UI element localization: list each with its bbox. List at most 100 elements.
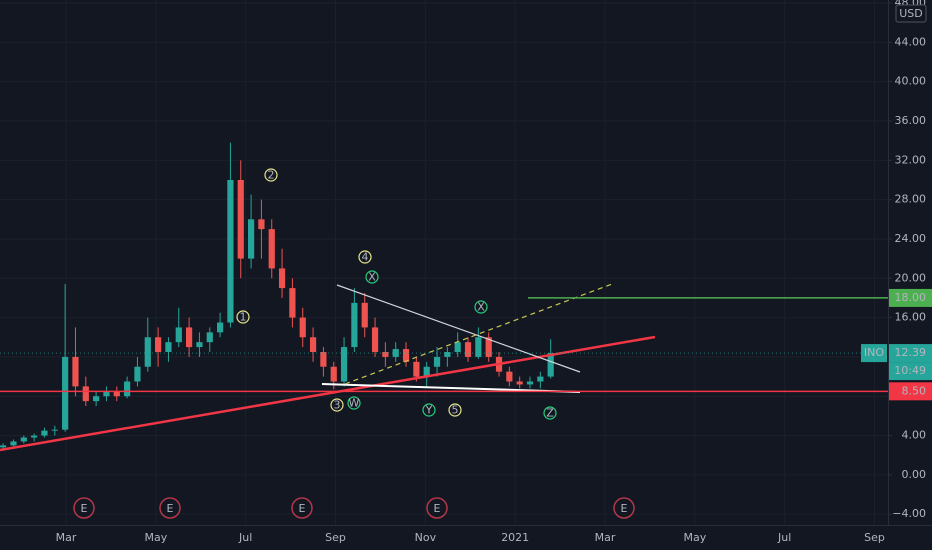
wave-label: X xyxy=(477,301,485,314)
candle-body xyxy=(72,356,79,387)
timer-tag xyxy=(889,362,932,381)
candle-body xyxy=(433,356,441,367)
wave-circle xyxy=(236,310,250,324)
candle-body xyxy=(185,327,193,348)
candle-body xyxy=(454,342,461,352)
y-tick-label: 44.00 xyxy=(895,35,927,48)
x-tick-label: 2021 xyxy=(501,531,529,544)
wave-label: Y xyxy=(425,404,433,417)
price-tag xyxy=(889,288,932,307)
candle-body xyxy=(278,268,286,289)
candle-body xyxy=(330,366,337,382)
price-tag-label: 12.39 xyxy=(895,346,927,359)
x-tick-label: Sep xyxy=(325,531,346,544)
candle-body xyxy=(382,351,389,357)
candle-body xyxy=(93,396,100,402)
candle-body xyxy=(113,391,120,397)
candle-body xyxy=(155,337,162,352)
wave-label: 2 xyxy=(268,169,275,182)
timer-label: 10:49 xyxy=(894,364,926,377)
symbol-label: INO xyxy=(864,346,884,359)
candle-body xyxy=(361,302,368,328)
candle-body xyxy=(10,441,17,446)
x-tick-label: May xyxy=(144,531,167,544)
y-tick-label: −4.00 xyxy=(892,507,926,520)
x-tick-label: May xyxy=(683,531,706,544)
wave-circle xyxy=(543,406,557,420)
wave-circle xyxy=(474,300,488,314)
candle-body xyxy=(413,361,420,377)
candle-body xyxy=(444,351,451,357)
price-tag xyxy=(889,344,932,363)
price-tag xyxy=(889,382,932,401)
candle-body xyxy=(165,342,172,352)
earnings-circle xyxy=(159,497,181,519)
candle-body xyxy=(62,356,69,430)
wave-circle xyxy=(347,396,361,410)
candle-body xyxy=(526,381,534,385)
candle-body xyxy=(371,327,379,352)
candle-body xyxy=(340,347,348,382)
x-tick-label: Nov xyxy=(415,531,437,544)
candle-body xyxy=(299,317,306,338)
candle-body xyxy=(516,381,523,385)
candle-body xyxy=(82,386,89,402)
y-tick-label: 40.00 xyxy=(895,75,927,88)
y-tick-label: 28.00 xyxy=(895,193,927,206)
y-tick-label: 36.00 xyxy=(895,114,927,127)
candle-body xyxy=(124,381,131,397)
y-tick-label: 0.00 xyxy=(902,468,927,481)
candle-body xyxy=(175,327,182,343)
wave-circle xyxy=(264,168,278,182)
wave-label: 3 xyxy=(334,399,341,412)
candle-body xyxy=(392,349,399,357)
candle-body xyxy=(402,349,410,362)
x-tick-label: Jul xyxy=(777,531,791,544)
trend-line xyxy=(344,283,613,385)
price-tag-label: 8.50 xyxy=(902,384,927,397)
x-tick-label: Mar xyxy=(595,531,616,544)
wave-circle xyxy=(448,403,462,417)
earnings-circle xyxy=(291,497,313,519)
earnings-circle xyxy=(426,497,448,519)
wave-circle xyxy=(358,250,372,264)
candle-body xyxy=(134,366,141,382)
trend-line xyxy=(0,335,656,452)
candle-body xyxy=(206,332,213,343)
candle-body xyxy=(485,337,492,357)
earnings-label: E xyxy=(621,502,628,515)
wave-label: 5 xyxy=(452,404,459,417)
candle-body xyxy=(41,430,48,436)
y-tick-label: 16.00 xyxy=(895,311,927,324)
earnings-label: E xyxy=(299,502,306,515)
earnings-circle xyxy=(73,497,95,519)
wave-label: 4 xyxy=(362,251,369,264)
candle-body xyxy=(309,337,317,352)
candle-body xyxy=(31,435,38,438)
candle-body xyxy=(247,219,255,259)
x-tick-label: Sep xyxy=(864,531,885,544)
currency: USD xyxy=(899,7,923,20)
earnings-label: E xyxy=(81,502,88,515)
candle-body xyxy=(0,445,7,448)
y-tick-label: 32.00 xyxy=(895,153,927,166)
candle-body xyxy=(216,322,224,333)
drawings xyxy=(0,283,656,452)
candle-body xyxy=(51,429,58,431)
candle-body xyxy=(547,353,554,377)
candle-body xyxy=(289,288,296,318)
currency-box xyxy=(895,4,927,23)
trend-line xyxy=(336,284,581,373)
symbol-tag xyxy=(861,344,887,363)
wave-circle xyxy=(330,398,344,412)
wave-label: X xyxy=(368,271,376,284)
earnings-circle xyxy=(613,497,635,519)
candle-body xyxy=(227,179,234,323)
candle-body xyxy=(144,337,151,367)
wave-label: Z xyxy=(546,407,554,420)
earnings-label: E xyxy=(434,502,441,515)
candle-body xyxy=(475,337,482,357)
candle-body xyxy=(103,391,110,397)
candle-body xyxy=(196,342,203,348)
